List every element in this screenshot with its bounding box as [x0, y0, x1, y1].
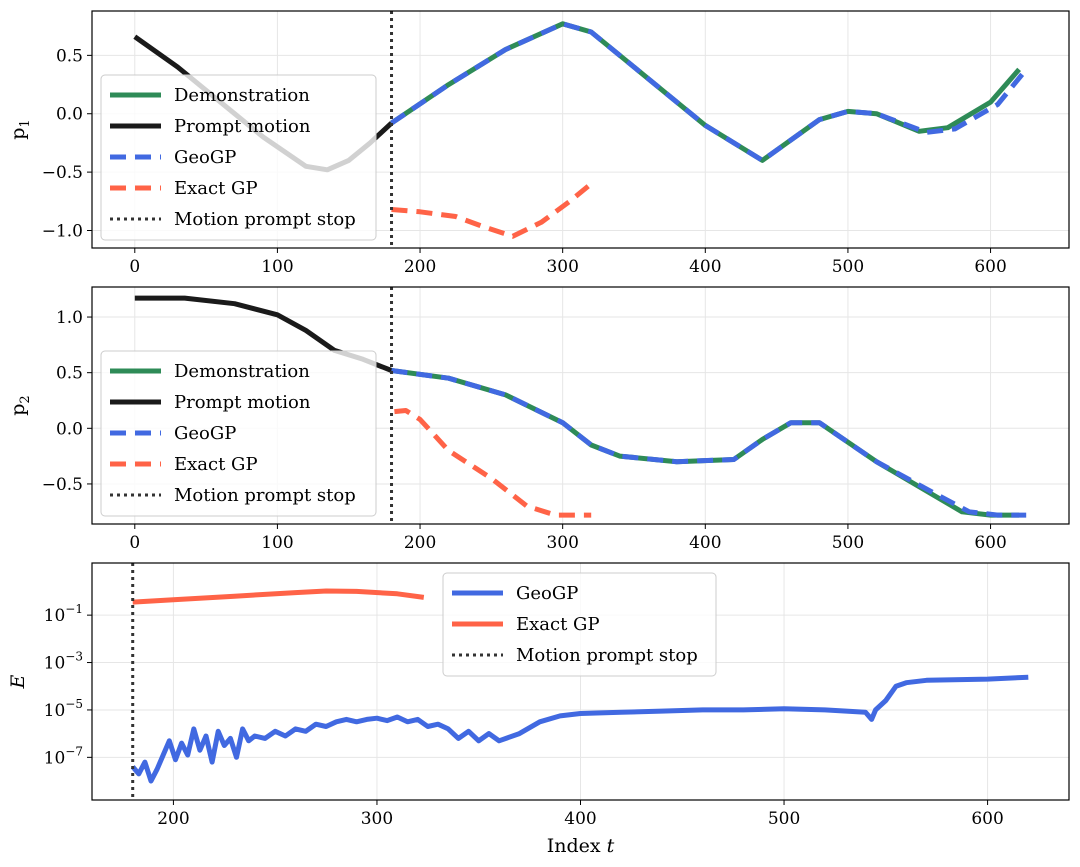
x-tick-label: 100 [261, 257, 293, 277]
x-axis-label-word: Index [547, 835, 607, 857]
legend-label-exact-gp: Exact GP [174, 454, 258, 475]
y-tick-label: 10−5 [44, 697, 83, 721]
legend: GeoGP Exact GP Motion prompt stop [442, 572, 717, 677]
legend-label-motion-prompt-stop: Motion prompt stop [516, 645, 698, 666]
series-line-exact-gp [391, 179, 596, 239]
legend: Demonstration Prompt motion GeoGP Exact GP M… [100, 350, 377, 517]
x-axis-label-var: t [607, 835, 615, 857]
y-axis-label: p2 [7, 395, 33, 415]
y-tick-label: 0.5 [56, 364, 83, 384]
legend-label-demonstration: Demonstration [174, 361, 310, 382]
x-tick-label: 500 [832, 533, 864, 553]
series-line-geogp [390, 21, 1029, 163]
y-tick-label: −0.5 [42, 163, 83, 183]
x-tick-label: 600 [974, 257, 1006, 277]
legend-label-motion-prompt-stop: Motion prompt stop [174, 209, 356, 230]
x-tick-label: 0 [129, 257, 140, 277]
y-axis-label-subscript: 2 [18, 395, 33, 403]
x-tick-label: 300 [546, 257, 578, 277]
legend-label-geogp: GeoGP [174, 147, 236, 168]
x-tick-label: 400 [689, 257, 721, 277]
axes-frame [91, 10, 1070, 249]
legend-label-exact-gp: Exact GP [516, 614, 600, 635]
x-tick-label: 0 [129, 533, 140, 553]
legend-label-prompt-motion: Prompt motion [174, 116, 311, 137]
x-tick-label: 400 [564, 809, 596, 829]
y-tick-label: 0.0 [56, 105, 83, 125]
series-line-geogp [391, 368, 1027, 518]
x-tick-label: 300 [361, 809, 393, 829]
x-tick-label: 200 [404, 533, 436, 553]
y-axis-label: p1 [7, 119, 33, 139]
x-tick-label: 100 [261, 533, 293, 553]
x-tick-label: 300 [546, 533, 578, 553]
panel-p2: 0 100 200 300 400 500 600 1.0 0.5 0.0 −0.5 p2 Demons… [7, 286, 1070, 553]
series-line-exact-gp [394, 408, 592, 518]
y-tick-label: −0.5 [42, 475, 83, 495]
legend-label-demonstration: Demonstration [174, 85, 310, 106]
y-tick-label: −1.0 [42, 221, 83, 241]
y-tick-exponent: −3 [65, 650, 83, 664]
y-tick-label: 0.0 [56, 419, 83, 439]
panel-error: 200 300 400 500 600 10−1 10−3 10−5 10−7 E Index t G… [7, 562, 1070, 857]
legend-label-exact-gp: Exact GP [174, 178, 258, 199]
legend-box [100, 350, 377, 517]
x-tick-label: 400 [689, 533, 721, 553]
y-tick-label: 10−7 [44, 744, 83, 768]
axes-frame [91, 286, 1070, 525]
x-tick-label: 200 [404, 257, 436, 277]
legend-label-geogp: GeoGP [174, 423, 236, 444]
x-tick-label: 500 [832, 257, 864, 277]
legend-box [442, 572, 717, 677]
x-tick-label: 200 [157, 809, 189, 829]
legend-label-prompt-motion: Prompt motion [174, 392, 311, 413]
y-tick-exponent: −7 [65, 744, 83, 758]
x-tick-label: 500 [768, 809, 800, 829]
x-tick-label: 600 [974, 533, 1006, 553]
legend: Demonstration Prompt motion GeoGP Exact GP M… [100, 74, 377, 241]
series-line-geogp [130, 674, 1029, 784]
x-tick-label: 600 [971, 809, 1003, 829]
y-tick-label: 0.5 [56, 46, 83, 66]
series-group [130, 563, 1029, 800]
x-axis-label: Index t [547, 835, 615, 857]
y-axis-label-subscript: 1 [18, 119, 33, 127]
y-tick-label: 10−1 [44, 602, 83, 626]
y-axis-label: E [7, 674, 29, 689]
legend-label-motion-prompt-stop: Motion prompt stop [174, 485, 356, 506]
panel-p1: 0 100 200 300 400 500 600 0.5 0.0 −0.5 −1.0 p1 Demon… [7, 10, 1070, 277]
y-tick-exponent: −5 [65, 697, 83, 711]
y-tick-exponent: −1 [65, 602, 83, 616]
legend-label-geogp: GeoGP [516, 583, 578, 604]
series-line-exact-gp [132, 588, 425, 605]
legend-box [100, 74, 377, 241]
y-tick-label: 10−3 [44, 650, 83, 674]
y-tick-label: 1.0 [56, 308, 83, 328]
